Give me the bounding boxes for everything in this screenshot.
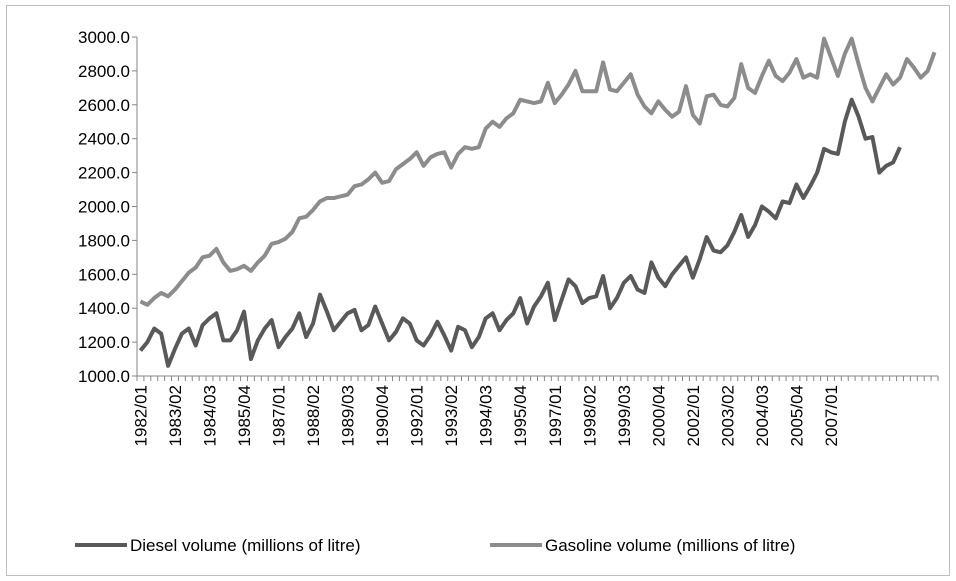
y-tick-label: 3000.0 (78, 28, 130, 47)
y-tick-label: 2800.0 (78, 62, 130, 81)
x-tick-label: 1988/02 (304, 385, 323, 446)
x-tick-label: 1992/01 (408, 385, 427, 446)
y-tick-label: 2200.0 (78, 164, 130, 183)
y-tick-label: 1600.0 (78, 265, 130, 284)
x-tick-label: 2002/01 (684, 385, 703, 446)
x-tick-label: 1989/03 (339, 385, 358, 446)
series-line (139, 36, 937, 307)
x-tick-label: 1982/01 (131, 385, 150, 446)
x-tick-label: 2004/03 (753, 385, 772, 446)
x-tick-label: 1983/02 (166, 385, 185, 446)
x-tick-label: 1998/02 (580, 385, 599, 446)
x-tick-label: 1994/03 (477, 385, 496, 446)
y-tick-label: 1400.0 (78, 299, 130, 318)
x-tick-label: 1997/01 (546, 385, 565, 446)
x-tick-label: 1985/04 (235, 385, 254, 446)
x-tick-label: 2007/01 (822, 385, 841, 446)
x-tick-label: 2003/02 (718, 385, 737, 446)
x-tick-label: 2000/04 (649, 385, 668, 446)
y-tick-label: 2000.0 (78, 198, 130, 217)
y-tick-label: 1200.0 (78, 333, 130, 352)
y-tick-label: 1800.0 (78, 231, 130, 250)
y-tick-label: 2600.0 (78, 96, 130, 115)
series-line (138, 97, 902, 368)
x-tick-label: 1993/02 (442, 385, 461, 446)
x-tick-label: 1999/03 (615, 385, 634, 446)
y-tick-label: 2400.0 (78, 130, 130, 149)
y-tick-label: 1000.0 (78, 367, 130, 386)
x-tick-label: 1995/04 (511, 385, 530, 446)
x-tick-label: 1990/04 (373, 385, 392, 446)
legend-label: Diesel volume (millions of litre) (130, 536, 361, 555)
x-tick-label: 2005/04 (787, 385, 806, 446)
x-tick-label: 1987/01 (270, 385, 289, 446)
x-tick-label: 1984/03 (201, 385, 220, 446)
chart-frame (6, 5, 950, 576)
legend-label: Gasoline volume (millions of litre) (545, 536, 795, 555)
